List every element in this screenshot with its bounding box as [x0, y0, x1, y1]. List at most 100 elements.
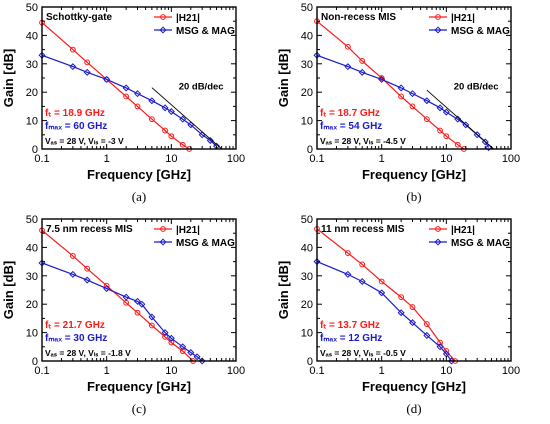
x-tick-label: 100	[227, 365, 245, 377]
x-tick-label: 0.1	[34, 365, 49, 377]
series-line-2	[151, 87, 222, 149]
series-1-point-1	[69, 270, 77, 278]
series-line-0	[42, 229, 194, 361]
series-1-point-2	[358, 277, 366, 285]
legend-marker	[160, 14, 166, 20]
series-line-1	[42, 54, 217, 147]
ft-annotation: fₜ = 21.7 GHz	[45, 320, 105, 331]
y-tick-label: 20	[26, 87, 38, 99]
series-1-point-9	[167, 334, 175, 342]
bias-annotation: Vₐₛ = 28 V, Vₗₛ = -3 V	[45, 136, 124, 146]
series-0-point-2	[84, 59, 91, 66]
legend-label: |H21|	[451, 13, 475, 24]
series-0-point-9	[454, 141, 461, 148]
series-0-point-6	[148, 116, 155, 123]
legend-label: |H21|	[176, 13, 200, 24]
slope-annotation: 20 dB/dec	[454, 81, 499, 92]
y-tick-label: 50	[26, 2, 38, 14]
series-line-1	[42, 262, 203, 361]
x-tick-label: 100	[502, 365, 520, 377]
series-line-1	[317, 261, 452, 361]
series-1-point-6	[138, 300, 146, 308]
y-tick-label: 10	[26, 116, 38, 128]
legend-label: |H21|	[176, 225, 200, 236]
x-axis-title: Frequency [GHz]	[87, 167, 191, 182]
series-1-point-10	[462, 121, 470, 129]
y-tick-label: 50	[301, 2, 313, 14]
series-1-point-12	[206, 136, 214, 144]
series-1-point-1	[344, 270, 352, 278]
series-1-point-10	[179, 343, 187, 351]
ft-annotation: fₜ = 18.7 GHz	[320, 108, 380, 119]
x-tick-label: 100	[227, 153, 245, 165]
series-0-point-4	[123, 93, 130, 100]
series-0-point-6	[148, 322, 155, 329]
y-tick-label: 30	[301, 271, 313, 283]
y-tick-label: 0	[32, 356, 38, 368]
series-0-point-1	[344, 43, 351, 50]
slope-annotation: 20 dB/dec	[179, 81, 224, 92]
x-axis-title: Frequency [GHz]	[362, 379, 466, 394]
chart-panel-a: 0.1 1 10 100 0 10 20 30 40 50 Frequency [GHz] Gain …	[1, 2, 245, 204]
series-1-point-4	[397, 84, 405, 92]
series-1-point-5	[134, 297, 142, 305]
ft-annotation: fₜ = 13.7 GHz	[320, 320, 380, 331]
y-tick-label: 20	[26, 299, 38, 311]
series-1-point-12	[193, 353, 201, 361]
series-1-point-6	[148, 97, 156, 105]
x-tick-label: 1	[104, 365, 110, 377]
x-tick-label: 0.1	[34, 153, 49, 165]
y-tick-label: 40	[26, 242, 38, 254]
y-tick-label: 30	[26, 59, 38, 71]
legend-marker	[160, 226, 166, 232]
series-0-point-5	[134, 103, 141, 110]
series-1-point-1	[344, 63, 352, 71]
legend-marker	[434, 26, 442, 34]
chart-panel-c: 0.1 1 10 100 0 10 20 30 40 50 Frequency [GHz] Gain …	[1, 214, 245, 416]
series-1-point-8	[161, 329, 169, 337]
series-0-point-7	[162, 333, 168, 340]
series-0-point-2	[359, 261, 366, 268]
y-tick-label: 50	[301, 214, 313, 226]
series-0-point-1	[344, 250, 351, 256]
series-0-point-2	[359, 58, 366, 64]
series-line-0	[317, 20, 465, 149]
panel-label: 7.5 nm recess MIS	[46, 224, 133, 235]
series-0-point-7	[162, 127, 168, 134]
bias-annotation: Vₐₛ = 28 V, Vₗₛ = -4.5 V	[320, 136, 406, 146]
series-1-point-3	[378, 289, 386, 297]
series-1-point-11	[187, 348, 195, 356]
series-0-point-8	[443, 133, 450, 140]
y-tick-label: 30	[26, 271, 38, 283]
series-0-point-8	[168, 133, 175, 140]
series-1-point-11	[473, 131, 481, 139]
series-0-point-4	[398, 294, 405, 301]
series-0-point-7	[437, 339, 443, 346]
y-tick-label: 0	[307, 144, 313, 156]
panel-caption: (c)	[132, 401, 146, 416]
series-1-point-9	[447, 357, 455, 365]
y-tick-label: 10	[301, 116, 313, 128]
series-1-point-5	[134, 90, 142, 98]
panel-label: Schottky-gate	[46, 12, 113, 23]
legend-marker	[435, 14, 441, 20]
series-1-point-7	[436, 343, 444, 351]
series-0-point-1	[69, 46, 76, 53]
y-axis-title: Gain [dB]	[276, 49, 291, 108]
series-0-point-5	[134, 309, 141, 316]
x-tick-label: 10	[165, 153, 177, 165]
series-1-point-1	[69, 63, 77, 71]
chart-panel-d: 0.1 1 10 100 0 10 20 30 40 50 Frequency [GHz] Gain …	[276, 214, 520, 416]
y-tick-label: 0	[32, 144, 38, 156]
legend-marker	[159, 26, 167, 34]
series-1-point-12	[481, 138, 489, 146]
ft-annotation: fₜ = 18.9 GHz	[45, 108, 105, 119]
series-1-point-2	[358, 68, 366, 76]
y-tick-label: 0	[307, 356, 313, 368]
y-tick-label: 40	[301, 30, 313, 42]
series-0-point-5	[409, 304, 416, 310]
panel-caption: (d)	[406, 401, 421, 416]
bias-annotation: Vₐₛ = 28 V, Vₗₛ = -1.8 V	[45, 348, 131, 358]
series-1-point-2	[83, 276, 91, 284]
